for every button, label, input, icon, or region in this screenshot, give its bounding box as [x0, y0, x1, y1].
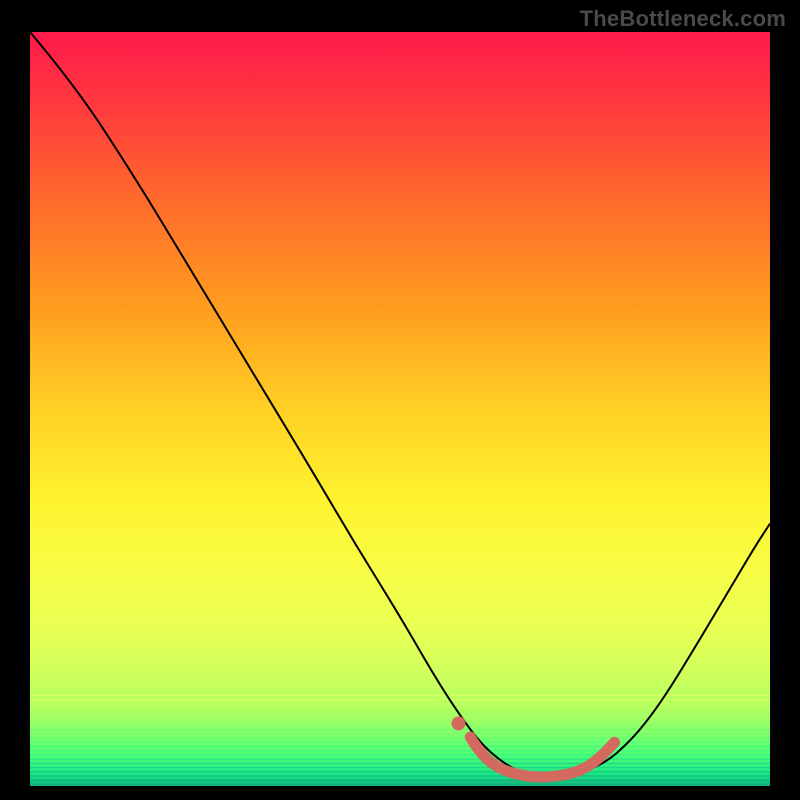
gradient-background	[30, 32, 770, 786]
bottleneck-curve-chart	[0, 0, 800, 800]
chart-container: { "watermark": { "text": "TheBottleneck.…	[0, 0, 800, 800]
watermark-text: TheBottleneck.com	[580, 6, 786, 32]
